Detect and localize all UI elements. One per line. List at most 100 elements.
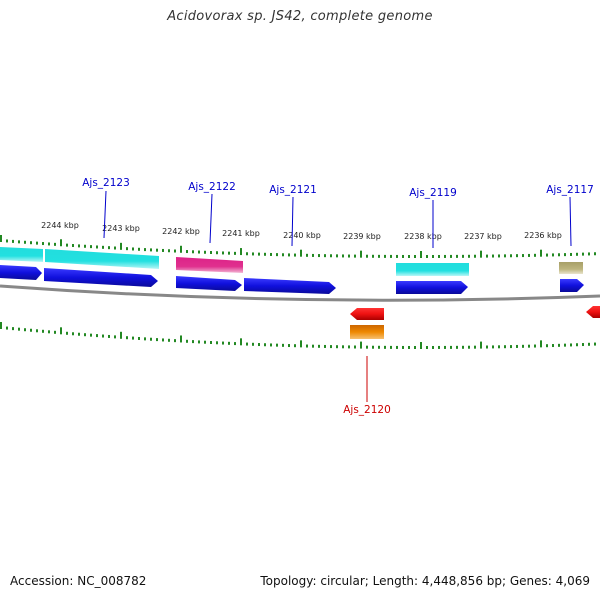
minor-tick: [594, 252, 596, 256]
minor-tick: [444, 345, 446, 349]
minor-tick: [402, 345, 404, 349]
minor-tick: [492, 345, 494, 349]
minor-tick: [306, 344, 308, 348]
major-tick: [240, 338, 242, 346]
major-tick: [120, 331, 122, 339]
gene-arrow: [44, 268, 158, 287]
label-leader: [103, 190, 107, 239]
minor-tick: [18, 240, 20, 244]
major-tick: [480, 341, 482, 349]
minor-tick: [498, 345, 500, 349]
minor-tick: [84, 244, 86, 248]
minor-tick: [192, 250, 194, 254]
minor-tick: [252, 252, 254, 256]
gene-arrow: [244, 278, 336, 294]
minor-tick: [156, 338, 158, 342]
minor-tick: [330, 345, 332, 349]
minor-tick: [348, 345, 350, 349]
minor-tick: [402, 254, 404, 258]
minor-tick: [216, 251, 218, 255]
minor-tick: [522, 344, 524, 348]
minor-tick: [84, 333, 86, 337]
minor-tick: [12, 327, 14, 331]
tick-label: 2239 kbp: [343, 232, 381, 241]
minor-tick: [12, 239, 14, 243]
minor-tick: [450, 345, 452, 349]
minor-tick: [228, 251, 230, 255]
minor-tick: [474, 345, 476, 349]
minor-tick: [246, 252, 248, 256]
major-tick: [540, 340, 542, 348]
minor-tick: [456, 345, 458, 349]
minor-tick: [66, 331, 68, 335]
minor-tick: [270, 343, 272, 347]
minor-tick: [48, 242, 50, 246]
minor-tick: [354, 345, 356, 349]
minor-tick: [126, 336, 128, 340]
cog-bar: [45, 249, 159, 269]
minor-tick: [216, 341, 218, 345]
minor-tick: [462, 345, 464, 349]
minor-tick: [384, 254, 386, 258]
minor-tick: [6, 326, 8, 330]
minor-tick: [36, 329, 38, 333]
cog-bar-reverse: [350, 325, 384, 339]
minor-tick: [174, 249, 176, 253]
minor-tick: [204, 250, 206, 254]
minor-tick: [552, 344, 554, 348]
minor-tick: [108, 246, 110, 250]
minor-tick: [510, 254, 512, 258]
minor-tick: [54, 330, 56, 334]
minor-tick: [444, 254, 446, 258]
minor-tick: [198, 250, 200, 254]
minor-tick: [432, 254, 434, 258]
tick-label: 2242 kbp: [162, 227, 200, 236]
minor-tick: [324, 344, 326, 348]
major-tick: [60, 239, 62, 247]
minor-tick: [102, 245, 104, 249]
minor-tick: [156, 248, 158, 252]
gene-label: Ajs_2120: [343, 404, 391, 416]
gene-arrow-reverse: [350, 308, 384, 320]
major-tick: [360, 250, 362, 258]
minor-tick: [534, 344, 536, 348]
minor-tick: [144, 337, 146, 341]
label-leader: [291, 196, 294, 247]
minor-tick: [72, 332, 74, 336]
major-tick: [480, 250, 482, 258]
minor-tick: [30, 328, 32, 332]
minor-tick: [72, 244, 74, 248]
cog-bar: [396, 263, 469, 276]
minor-tick: [558, 343, 560, 347]
minor-tick: [378, 345, 380, 349]
minor-tick: [312, 344, 314, 348]
gene-arrow-reverse: [586, 306, 600, 318]
minor-tick: [18, 327, 20, 331]
major-tick: [60, 327, 62, 335]
minor-tick: [570, 252, 572, 256]
minor-tick: [210, 341, 212, 344]
minor-tick: [126, 247, 128, 251]
minor-tick: [510, 345, 512, 349]
gene-arrow: [560, 279, 584, 292]
minor-tick: [78, 244, 80, 248]
label-leader: [209, 193, 213, 244]
minor-tick: [594, 342, 596, 346]
minor-tick: [330, 254, 332, 258]
tick-label: 2243 kbp: [102, 224, 140, 233]
minor-tick: [258, 343, 260, 347]
minor-tick: [42, 329, 44, 333]
gene-label: Ajs_2121: [269, 184, 317, 196]
major-tick: [420, 251, 422, 258]
major-tick: [180, 335, 182, 343]
reverse-ruler: [0, 322, 596, 349]
minor-tick: [408, 254, 410, 258]
minor-tick: [162, 338, 164, 342]
minor-tick: [282, 343, 284, 347]
major-tick: [360, 341, 362, 349]
minor-tick: [150, 248, 152, 252]
minor-tick: [492, 254, 494, 258]
gene-label: Ajs_2117: [546, 184, 594, 196]
forward-ruler: [0, 235, 596, 258]
minor-tick: [24, 240, 26, 244]
